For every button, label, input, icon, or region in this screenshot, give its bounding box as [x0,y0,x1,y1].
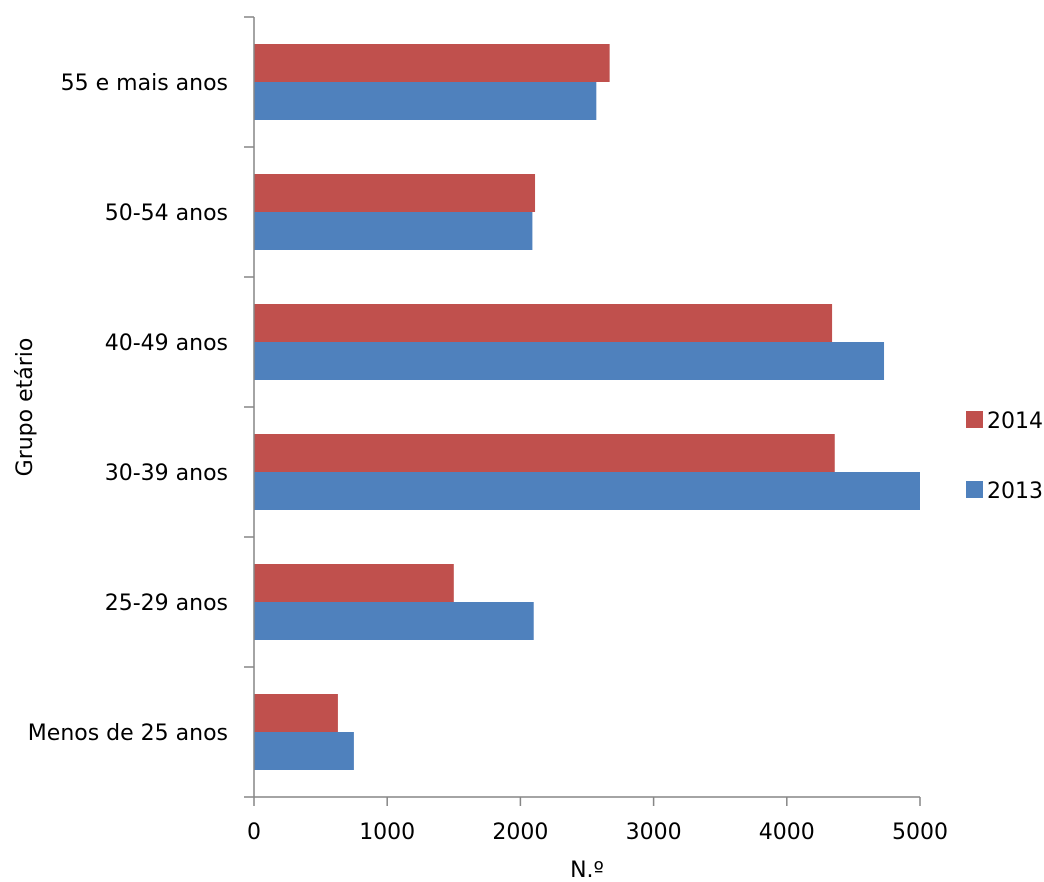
category-label: 25-29 anos [105,591,228,616]
category-label: 30-39 anos [105,461,228,486]
legend-label: 2014 [987,409,1043,434]
x-tick-label: 0 [247,820,261,845]
legend-swatch-2013 [966,481,983,498]
category-labels-group: 55 e mais anos 50-54 anos 40-49 anos 30-39 … [28,71,228,746]
bar-2013-0 [254,82,597,120]
x-tick-labels-group: 0 1000 2000 3000 4000 5000 [247,820,948,845]
x-tick-label: 1000 [359,820,415,845]
y-ticks-group [244,16,254,798]
bar-2014-0 [254,44,610,82]
bar-2014-3 [254,434,835,472]
bar-2013-3 [254,472,920,510]
bar-2014-2 [254,304,833,342]
x-tick-label: 4000 [759,820,815,845]
bars-group [254,44,920,770]
bar-2014-1 [254,174,536,212]
bar-2013-4 [254,602,534,640]
legend-swatch-2014 [966,411,983,428]
bar-2013-5 [254,732,354,770]
bar-2014-4 [254,564,454,602]
category-label: 55 e mais anos [61,71,228,96]
bar-2013-2 [254,342,885,380]
x-tick-label: 5000 [892,820,948,845]
category-label: Menos de 25 anos [28,721,228,746]
bar-2013-1 [254,212,533,250]
y-axis-title: Grupo etário [13,338,38,477]
x-ticks-group [253,797,921,806]
legend-label: 2013 [987,479,1043,504]
x-axis-title: N.º [570,858,604,882]
category-label: 40-49 anos [105,331,228,356]
legend: 2014 2013 [966,409,1043,504]
x-tick-label: 2000 [492,820,548,845]
x-tick-label: 3000 [626,820,682,845]
category-label: 50-54 anos [105,201,228,226]
bar-2014-5 [254,694,338,732]
